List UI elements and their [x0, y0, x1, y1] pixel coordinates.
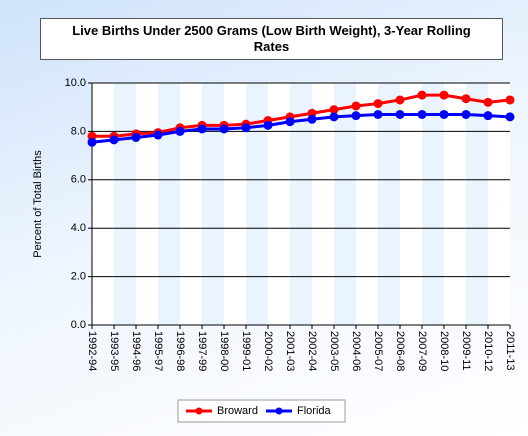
point — [197, 124, 207, 134]
y-tick-label: 8.0 — [71, 125, 86, 137]
x-tick-label: 1993-95 — [108, 331, 120, 371]
x-tick-label: 1998-00 — [218, 331, 230, 371]
x-tick-label: 1997-99 — [196, 331, 208, 371]
x-tick-label: 2002-04 — [306, 331, 318, 371]
point — [87, 137, 97, 147]
point — [219, 124, 229, 134]
x-tick-label: 1992-94 — [86, 331, 98, 371]
point — [263, 120, 273, 130]
x-tick-label: 2010-12 — [482, 331, 494, 371]
stripe — [290, 83, 312, 325]
stripe — [378, 83, 400, 325]
point — [329, 112, 339, 122]
point — [373, 99, 383, 109]
x-tick-label: 1999-01 — [240, 331, 252, 371]
point — [329, 105, 339, 115]
legend-label: Broward — [217, 405, 258, 417]
y-tick-label: 4.0 — [71, 222, 86, 234]
point — [417, 109, 427, 119]
x-tick-label: 2001-03 — [284, 331, 296, 371]
x-tick-label: 2007-09 — [416, 331, 428, 371]
point — [351, 111, 361, 121]
point — [483, 111, 493, 121]
point — [505, 95, 515, 105]
y-axis-label: Percent of Total Births — [32, 150, 44, 258]
stripe — [334, 83, 356, 325]
x-tick-label: 2011-13 — [504, 331, 516, 371]
point — [439, 90, 449, 100]
point — [417, 90, 427, 100]
x-tick-label: 2004-06 — [350, 331, 362, 371]
point — [175, 126, 185, 136]
point — [395, 109, 405, 119]
x-tick-label: 2009-11 — [460, 331, 472, 371]
y-tick-label: 10.0 — [65, 77, 86, 89]
x-tick-label: 1995-97 — [152, 331, 164, 371]
y-tick-label: 0.0 — [71, 319, 86, 331]
x-tick-label: 2005-07 — [372, 331, 384, 371]
stripe — [246, 83, 268, 325]
x-tick-label: 2003-05 — [328, 331, 340, 371]
legend-label: Florida — [297, 405, 332, 417]
stripe — [202, 83, 224, 325]
point — [461, 94, 471, 104]
stripe — [422, 83, 444, 325]
legend-marker — [275, 407, 283, 415]
point — [131, 132, 141, 142]
point — [285, 117, 295, 127]
x-tick-label: 2008-10 — [438, 331, 450, 371]
point — [395, 95, 405, 105]
x-tick-label: 1994-96 — [130, 331, 142, 371]
point — [373, 109, 383, 119]
y-tick-label: 2.0 — [71, 271, 86, 283]
stripe — [466, 83, 488, 325]
point — [505, 112, 515, 122]
x-tick-label: 2006-08 — [394, 331, 406, 371]
y-tick-label: 6.0 — [71, 174, 86, 186]
stripe — [114, 83, 136, 325]
x-tick-label: 2000-02 — [262, 331, 274, 371]
point — [351, 101, 361, 111]
x-tick-label: 1996-98 — [174, 331, 186, 371]
point — [109, 135, 119, 145]
point — [483, 97, 493, 107]
point — [439, 109, 449, 119]
stripe — [158, 83, 180, 325]
point — [307, 114, 317, 124]
point — [461, 109, 471, 119]
point — [241, 123, 251, 133]
legend-box — [177, 399, 346, 423]
point — [153, 130, 163, 140]
chart-title: Live Births Under 2500 Grams (Low Birth … — [40, 18, 503, 60]
legend-marker — [195, 407, 203, 415]
